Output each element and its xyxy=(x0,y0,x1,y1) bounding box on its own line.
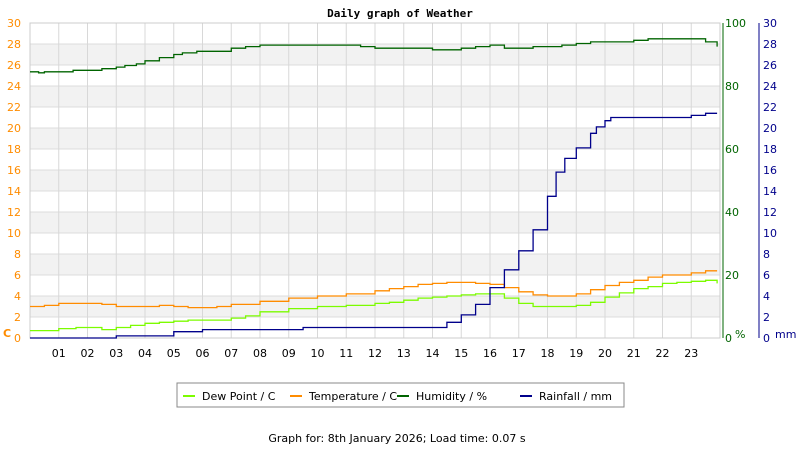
x-tick-label: 22 xyxy=(656,347,670,360)
y-left-tick-label: 6 xyxy=(14,269,21,282)
x-tick-label: 07 xyxy=(224,347,238,360)
y-left-tick-label: 2 xyxy=(14,311,21,324)
series-line-1 xyxy=(30,270,718,309)
y-rain-tick-label: 18 xyxy=(763,143,777,156)
axes-layer: 01 02 03 04 05 06 07 08 09 10 11 12 13 14 15 16 17 18 19 20… xyxy=(3,17,796,360)
y-rain-tick-label: 0 xyxy=(763,332,770,345)
x-tick-label: 16 xyxy=(483,347,497,360)
chart-footer: Graph for: 8th January 2026; Load time: … xyxy=(268,432,525,445)
y-left-tick-label: 14 xyxy=(7,185,21,198)
y-left-tick-label: 18 xyxy=(7,143,21,156)
x-tick-label: 12 xyxy=(368,347,382,360)
x-tick-label: 10 xyxy=(311,347,325,360)
y-left-tick-label: 0 xyxy=(14,332,21,345)
x-tick-label: 08 xyxy=(253,347,267,360)
y-rain-tick-label: 24 xyxy=(763,80,777,93)
chart-title: Daily graph of Weather xyxy=(327,7,473,20)
x-tick-label: 17 xyxy=(512,347,526,360)
x-tick-label: 19 xyxy=(569,347,583,360)
legend: Dew Point / C Temperature / C Humidity / %… xyxy=(176,382,625,408)
x-tick-label: 09 xyxy=(282,347,296,360)
y-humidity-unit: % xyxy=(735,328,745,341)
y-humidity-tick-label: 0 xyxy=(725,332,732,345)
y-left-tick-label: 4 xyxy=(14,290,21,303)
legend-label: Dew Point / C xyxy=(202,390,276,403)
x-tick-label: 13 xyxy=(397,347,411,360)
y-left-tick-label: 26 xyxy=(7,59,21,72)
y-humidity-tick-label: 100 xyxy=(725,17,746,30)
y-humidity-tick-label: 80 xyxy=(725,80,739,93)
y-rain-tick-label: 30 xyxy=(763,17,777,30)
x-tick-label: 14 xyxy=(426,347,440,360)
y-rain-tick-label: 26 xyxy=(763,59,777,72)
y-rain-tick-label: 6 xyxy=(763,269,770,282)
y-left-tick-label: 30 xyxy=(7,17,21,30)
series-line-2 xyxy=(30,38,718,74)
y-rain-tick-label: 22 xyxy=(763,101,777,114)
y-rain-tick-label: 14 xyxy=(763,185,777,198)
y-humidity-tick-label: 20 xyxy=(725,269,739,282)
plot-border xyxy=(29,22,721,339)
y-rain-tick-label: 28 xyxy=(763,38,777,51)
legend-label: Temperature / C xyxy=(308,390,397,403)
x-tick-label: 05 xyxy=(167,347,181,360)
y-left-tick-label: 20 xyxy=(7,122,21,135)
y-rain-tick-label: 4 xyxy=(763,290,770,303)
y-rain-tick-label: 10 xyxy=(763,227,777,240)
y-rain-unit: mm xyxy=(775,328,796,341)
y-left-tick-label: 10 xyxy=(7,227,21,240)
y-left-unit: C xyxy=(3,327,11,340)
legend-label: Rainfall / mm xyxy=(539,390,612,403)
y-left-tick-label: 22 xyxy=(7,101,21,114)
x-tick-label: 03 xyxy=(109,347,123,360)
y-left-tick-label: 12 xyxy=(7,206,21,219)
y-left-tick-label: 24 xyxy=(7,80,21,93)
y-left-tick-label: 8 xyxy=(14,248,21,261)
legend-label: Humidity / % xyxy=(416,390,487,403)
y-left-tick-label: 28 xyxy=(7,38,21,51)
y-rain-tick-label: 12 xyxy=(763,206,777,219)
y-rain-tick-label: 2 xyxy=(763,311,770,324)
x-tick-label: 04 xyxy=(138,347,152,360)
x-tick-label: 15 xyxy=(454,347,468,360)
x-tick-label: 21 xyxy=(627,347,641,360)
y-rain-tick-label: 16 xyxy=(763,164,777,177)
x-tick-label: 06 xyxy=(196,347,210,360)
x-tick-label: 23 xyxy=(684,347,698,360)
x-tick-label: 20 xyxy=(598,347,612,360)
x-tick-label: 02 xyxy=(81,347,95,360)
y-rain-tick-label: 20 xyxy=(763,122,777,135)
y-rain-tick-label: 8 xyxy=(763,248,770,261)
x-tick-label: 18 xyxy=(541,347,555,360)
series-layer xyxy=(30,38,718,339)
x-tick-label: 01 xyxy=(52,347,66,360)
y-humidity-tick-label: 40 xyxy=(725,206,739,219)
y-left-tick-label: 16 xyxy=(7,164,21,177)
series-line-0 xyxy=(30,279,718,332)
series-line-3 xyxy=(30,112,718,339)
y-humidity-tick-label: 60 xyxy=(725,143,739,156)
x-tick-label: 11 xyxy=(339,347,353,360)
